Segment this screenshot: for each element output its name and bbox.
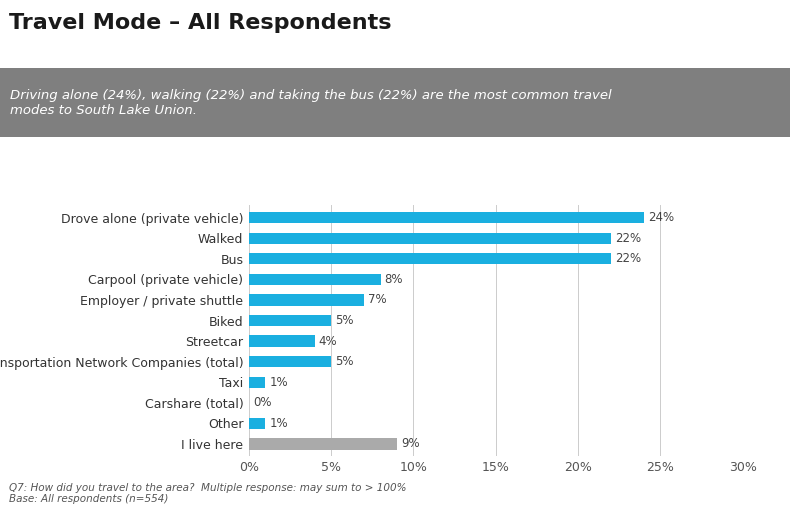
Bar — [249, 253, 611, 265]
Text: 0%: 0% — [253, 396, 272, 409]
Bar — [249, 294, 364, 306]
Bar — [249, 336, 314, 347]
Text: 5%: 5% — [335, 314, 354, 327]
Text: 22%: 22% — [615, 252, 641, 265]
Bar — [249, 418, 265, 429]
Text: 9%: 9% — [401, 438, 419, 450]
Text: 1%: 1% — [269, 417, 288, 430]
Text: 8%: 8% — [385, 273, 403, 286]
Text: 5%: 5% — [335, 355, 354, 368]
Text: 1%: 1% — [269, 376, 288, 389]
Bar — [249, 233, 611, 244]
Bar — [249, 377, 265, 388]
Bar — [249, 315, 331, 326]
Text: Travel Mode – All Respondents: Travel Mode – All Respondents — [9, 13, 392, 32]
Bar — [249, 356, 331, 368]
Text: 22%: 22% — [615, 232, 641, 245]
Text: Q7: How did you travel to the area?  Multiple response: may sum to > 100%
Base: : Q7: How did you travel to the area? Mult… — [9, 483, 407, 504]
Text: Driving alone (24%), walking (22%) and taking the bus (22%) are the most common : Driving alone (24%), walking (22%) and t… — [10, 89, 612, 117]
Bar — [249, 274, 381, 285]
Text: 24%: 24% — [648, 211, 674, 224]
Text: 4%: 4% — [319, 335, 337, 348]
Text: 7%: 7% — [368, 294, 387, 306]
Bar — [249, 212, 644, 224]
Bar — [249, 438, 397, 450]
